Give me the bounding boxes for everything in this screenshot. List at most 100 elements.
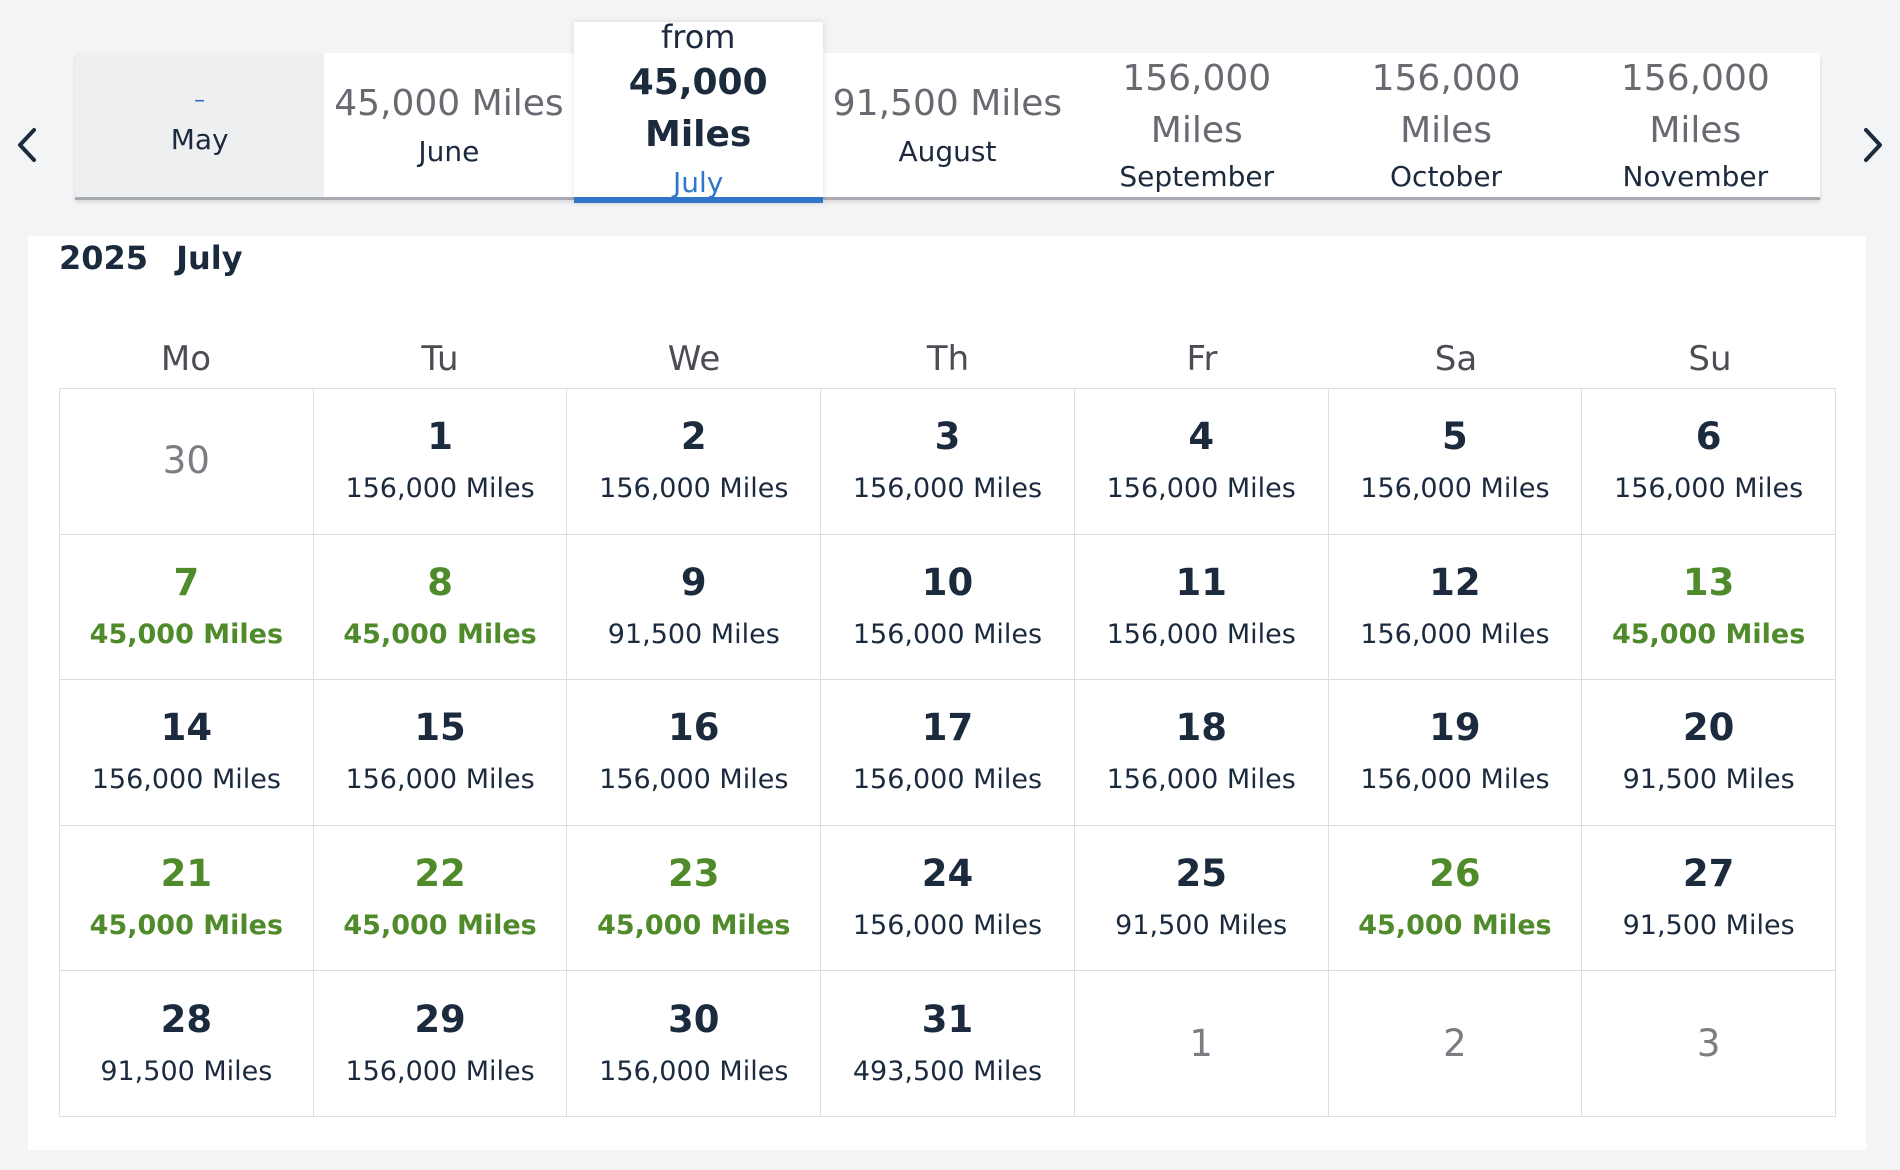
day-cell-saver[interactable]: 8 45,000 Miles: [313, 534, 568, 681]
day-miles: 156,000 Miles: [852, 910, 1043, 942]
day-number: 26: [1429, 852, 1481, 896]
day-number: 1: [427, 415, 453, 459]
day-miles: 156,000 Miles: [91, 764, 281, 796]
day-number: 10: [921, 560, 974, 604]
month-tab-july[interactable]: from 45,000 Miles July: [573, 18, 823, 203]
day-miles: 45,000 Miles: [597, 910, 791, 942]
day-cell-saver[interactable]: 21 45,000 Miles: [60, 825, 314, 972]
day-cell-outside: 2: [1328, 971, 1583, 1117]
month-price-unavailable: –: [194, 88, 206, 113]
day-miles: 156,000 Miles: [1106, 473, 1296, 505]
day-cell[interactable]: 20 91,500 Miles: [1582, 680, 1836, 826]
day-cell[interactable]: 1 156,000 Miles: [313, 389, 568, 535]
day-cell[interactable]: 6 156,000 Miles: [1582, 389, 1836, 535]
day-cell[interactable]: 4 156,000 Miles: [1074, 389, 1329, 535]
day-cell[interactable]: 18 156,000 Miles: [1074, 680, 1329, 826]
day-cell-saver[interactable]: 13 45,000 Miles: [1582, 534, 1836, 681]
day-number: 25: [1175, 852, 1227, 896]
day-cell[interactable]: 31 493,500 Miles: [821, 971, 1075, 1117]
day-cell[interactable]: 30 156,000 Miles: [567, 971, 822, 1117]
weekday-label: Tu: [421, 339, 459, 379]
month-price-line2: Miles: [1150, 110, 1243, 151]
day-number: 22: [414, 852, 466, 896]
day-number: 2: [680, 415, 707, 459]
day-cell[interactable]: 15 156,000 Miles: [313, 680, 568, 826]
day-number: 2: [1443, 1021, 1467, 1065]
day-number: 7: [173, 560, 200, 604]
day-cell[interactable]: 17 156,000 Miles: [821, 680, 1075, 826]
month-price: 91,500 Miles: [832, 83, 1063, 124]
day-cell-outside: 30: [60, 389, 314, 535]
day-cell-saver[interactable]: 7 45,000 Miles: [60, 534, 314, 681]
day-number: 3: [934, 415, 961, 459]
day-miles: 156,000 Miles: [599, 473, 789, 505]
day-number: 6: [1695, 415, 1722, 459]
day-cell[interactable]: 12 156,000 Miles: [1328, 534, 1583, 681]
day-cell[interactable]: 27 91,500 Miles: [1582, 825, 1836, 972]
chevron-right-icon: [1864, 128, 1882, 162]
day-cell[interactable]: 9 91,500 Miles: [567, 534, 822, 681]
day-number: 31: [921, 997, 974, 1041]
day-number: 12: [1429, 560, 1481, 604]
day-cell-saver[interactable]: 26 45,000 Miles: [1328, 825, 1583, 972]
month-tab-may[interactable]: – May: [75, 53, 325, 197]
day-miles: 156,000 Miles: [1614, 473, 1804, 505]
day-number: 16: [668, 706, 720, 750]
day-number: 19: [1429, 706, 1481, 750]
calendar-grid: 30 1 156,000 Miles 2 156,000 Miles 3 156,00…: [59, 388, 1836, 1117]
day-miles: 156,000 Miles: [345, 764, 535, 796]
weekday-label: Su: [1688, 339, 1732, 379]
weekday-label: Mo: [160, 339, 212, 379]
day-cell[interactable]: 3 156,000 Miles: [821, 389, 1075, 535]
day-miles: 45,000 Miles: [1611, 618, 1806, 650]
month-name: May: [170, 123, 229, 156]
day-miles: 45,000 Miles: [343, 618, 537, 650]
previous-months-button[interactable]: [12, 120, 42, 170]
day-miles: 156,000 Miles: [1360, 618, 1550, 650]
day-cell[interactable]: 19 156,000 Miles: [1328, 680, 1583, 826]
day-number: 30: [162, 439, 210, 483]
day-cell[interactable]: 25 91,500 Miles: [1074, 825, 1329, 972]
day-cell[interactable]: 28 91,500 Miles: [60, 971, 314, 1117]
weekday-header: Mo Tu We Th Fr Sa Su: [59, 333, 1837, 385]
month-price-line2: Miles: [1400, 110, 1493, 151]
day-number: 1: [1189, 1021, 1213, 1065]
day-miles: 156,000 Miles: [599, 1055, 789, 1087]
weekday-label: We: [667, 339, 721, 379]
day-cell[interactable]: 11 156,000 Miles: [1074, 534, 1329, 681]
day-cell[interactable]: 16 156,000 Miles: [567, 680, 822, 826]
day-cell[interactable]: 5 156,000 Miles: [1328, 389, 1583, 535]
month-price-line1: 156,000: [1620, 58, 1770, 99]
day-cell[interactable]: 29 156,000 Miles: [313, 971, 568, 1117]
day-cell[interactable]: 10 156,000 Miles: [821, 534, 1075, 681]
month-tab-october[interactable]: 156,000 Miles October: [1321, 53, 1570, 197]
day-cell-saver[interactable]: 22 45,000 Miles: [313, 825, 568, 972]
day-miles: 156,000 Miles: [852, 618, 1043, 650]
day-cell[interactable]: 24 156,000 Miles: [821, 825, 1075, 972]
month-tab-september[interactable]: 156,000 Miles September: [1072, 53, 1321, 197]
day-cell-outside: 1: [1074, 971, 1329, 1117]
calendar-month: July: [176, 239, 243, 277]
next-months-button[interactable]: [1858, 120, 1888, 170]
month-tab-august[interactable]: 91,500 Miles August: [823, 53, 1072, 197]
day-number: 11: [1175, 560, 1227, 604]
weekday-label: Th: [926, 339, 970, 379]
day-miles: 91,500 Miles: [1622, 910, 1795, 942]
day-number: 5: [1442, 415, 1468, 459]
day-miles: 493,500 Miles: [852, 1055, 1043, 1087]
day-number: 24: [921, 852, 974, 896]
day-number: 18: [1175, 706, 1227, 750]
day-cell-saver[interactable]: 23 45,000 Miles: [567, 825, 822, 972]
month-tab-november[interactable]: 156,000 Miles November: [1571, 53, 1820, 197]
day-number: 17: [921, 706, 974, 750]
day-number: 30: [668, 997, 720, 1041]
day-miles: 91,500 Miles: [607, 618, 780, 650]
month-name: July: [673, 165, 724, 199]
weekday-label: Sa: [1434, 339, 1478, 379]
day-cell[interactable]: 2 156,000 Miles: [567, 389, 822, 535]
day-cell[interactable]: 14 156,000 Miles: [60, 680, 314, 826]
day-miles: 45,000 Miles: [343, 910, 537, 942]
month-tab-june[interactable]: 45,000 Miles June: [324, 53, 573, 197]
day-miles: 156,000 Miles: [345, 473, 535, 505]
day-number: 13: [1682, 560, 1735, 604]
